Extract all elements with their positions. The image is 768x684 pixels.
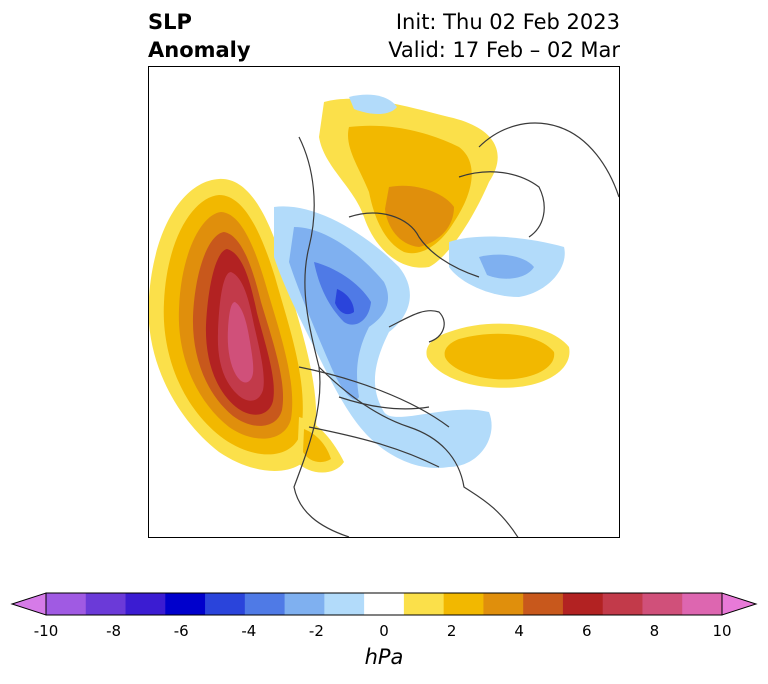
colorbar-segment xyxy=(443,593,484,615)
siberia-high-anomaly xyxy=(319,98,498,268)
colorbar-segment xyxy=(602,593,643,615)
colorbar-segment xyxy=(364,593,405,615)
colorbar-segment xyxy=(284,593,325,615)
colorbar-segment xyxy=(46,593,87,615)
colorbar-segment xyxy=(403,593,445,615)
title-line-1: SLP xyxy=(148,10,192,34)
colorbar-tick-label: 0 xyxy=(379,622,389,640)
colorbar-segment xyxy=(165,593,206,615)
title-line-2: Anomaly xyxy=(148,38,251,62)
anomaly-map xyxy=(149,94,619,537)
coastlines xyxy=(293,122,619,537)
colorbar-tick-label: -10 xyxy=(33,622,59,640)
colorbar-tick-label: -4 xyxy=(241,622,257,640)
forecast-info: Init: Thu 02 Feb 2023 Valid: 17 Feb – 02… xyxy=(388,8,620,64)
init-date: Init: Thu 02 Feb 2023 xyxy=(395,10,620,34)
colorbar-tick-label: -2 xyxy=(308,622,324,640)
colorbar-units: hPa xyxy=(364,645,404,669)
colorbar-tick-label: 2 xyxy=(446,622,457,640)
colorbar-segment xyxy=(244,593,286,615)
colorbar-segment xyxy=(324,593,365,615)
colorbar-segment xyxy=(642,593,683,615)
valid-range: Valid: 17 Feb – 02 Mar xyxy=(388,38,620,62)
colorbar-segment xyxy=(523,593,564,615)
colorbar-tick-label: -6 xyxy=(173,622,189,640)
canada-low-anomaly xyxy=(274,206,492,468)
colorbar-extend-high xyxy=(721,592,758,616)
colorbar-tick-label: -8 xyxy=(106,622,122,640)
colorbar-extend-low xyxy=(10,592,47,616)
colorbar-segment xyxy=(682,593,723,615)
colorbar-tick-label: 8 xyxy=(649,622,660,640)
colorbar-tick-label: 10 xyxy=(712,622,732,640)
colorbar xyxy=(10,592,758,616)
colorbar-tick-label: 4 xyxy=(514,622,524,640)
colorbar-segment xyxy=(562,593,604,615)
colorbar-segment xyxy=(125,593,166,615)
colorbar-segment xyxy=(483,593,524,615)
colorbar-segment xyxy=(205,593,246,615)
colorbar-tick-label: 6 xyxy=(582,622,592,640)
chart-title: SLP Anomaly xyxy=(148,8,251,64)
map-panel xyxy=(148,66,620,538)
colorbar-segment xyxy=(85,593,127,615)
